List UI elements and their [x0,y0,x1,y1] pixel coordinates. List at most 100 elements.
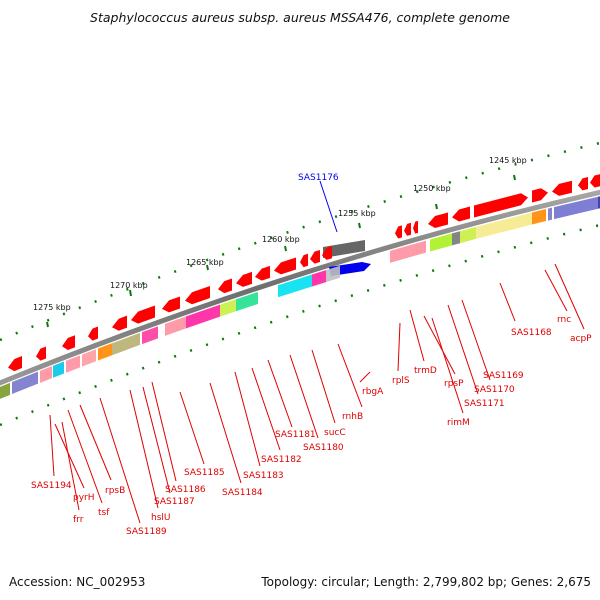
gene-arrow [162,296,180,313]
gene-label: rnc [557,315,571,325]
accession-label: Accession: NC_002953 [9,575,146,589]
feature-bar [12,371,38,395]
feature-bar [142,326,158,345]
gene-label: SAS1181 [275,430,316,440]
scale-label: 1265 kbp [186,258,224,267]
gene-leader-line [251,367,281,451]
gene-arrow-track [8,174,600,372]
gene-leader-line [151,381,177,482]
lower-scale-dotted-line [0,223,600,427]
feature-bar [278,274,312,298]
gene-label: SAS1185 [184,468,225,478]
feature-bar [165,316,186,336]
scale-label: 1245 kbp [489,156,527,165]
gene-arrow [590,174,600,188]
scale-label: 1250 kbp [413,184,451,193]
gene-arrow [532,188,548,203]
feature-bar [390,247,400,263]
gene-arrow [36,346,46,361]
gene-leader-line [142,386,171,494]
gene-label: hslU [151,513,170,523]
gene-label: SAS1183 [243,471,284,481]
gene-label: SAS1169 [483,371,524,381]
gene-label: SAS1186 [165,485,206,495]
gene-label: SAS1184 [222,488,263,498]
gene-arrow [404,222,411,236]
gene-leader-line [49,414,55,477]
scale-label: 1270 kbp [110,281,148,290]
gene-leader-line [267,359,293,428]
gene-label: SAS1170 [474,385,515,395]
gene-label: frr [73,515,84,525]
highlight-gene-grey-bar [323,240,365,258]
gene-leader-line [461,299,491,381]
gene-arrow [62,335,75,351]
gene-leader-lines [49,263,585,524]
feature-bar [66,355,80,373]
feature-bar [82,349,96,367]
gene-label: sucC [324,428,346,438]
gene-arrow [452,206,470,222]
gene-label: trmD [414,366,437,376]
feature-bar [98,343,112,361]
gene-arrow [88,326,98,341]
highlight-leader-line [319,180,338,233]
gene-leader-line [359,371,371,383]
gene-label: SAS1194 [31,481,72,491]
gene-leader-line [99,397,141,524]
feature-bar [326,265,340,283]
feature-bar [220,299,236,317]
gene-leader-line [209,382,242,484]
feature-bar [410,240,426,258]
gene-leader-line [79,404,112,481]
feature-bar [430,233,452,252]
gene-arrow [218,278,232,294]
gene-label: rimM [447,418,470,428]
gene-leader-line [544,269,568,312]
feature-bar [112,332,140,356]
gene-leader-line [54,423,85,489]
gene-leader-line [554,263,585,330]
feature-bar [186,304,220,329]
gene-label: SAS1171 [464,399,505,409]
gene-label: rnhB [342,412,363,422]
gene-arrow [395,225,402,239]
scale-dotted-line [0,141,600,342]
gene-label: tsf [98,508,110,518]
feature-bar [548,207,552,221]
gene-label: SAS1187 [154,497,195,507]
feature-bar [476,212,532,239]
gene-leader-line [179,391,205,465]
gene-arrow [112,315,127,331]
gene-label: acpP [570,334,592,344]
gene-label: pyrH [73,493,95,503]
genome-title: Staphylococcus aureus subsp. aureus MSSA… [90,10,510,25]
gene-arrow [274,257,296,275]
feature-bar [554,196,598,220]
gene-leader-line [409,309,425,362]
gene-leader-line [431,317,464,414]
gene-arrow [185,286,210,305]
gene-arrow [413,220,418,234]
gene-arrow [428,212,448,229]
gene-arrow [236,271,252,287]
gene-label: SAS1182 [261,455,302,465]
gene-label: SAS1180 [303,443,344,453]
gene-leader-line [311,349,336,424]
gene-label: rbgA [362,387,384,397]
gene-leader-line [67,409,103,504]
gene-label: rplS [392,376,410,386]
feature-bar [452,231,460,246]
topology-summary: Topology: circular; Length: 2,799,802 bp… [261,575,591,589]
scale-label: 1255 kbp [338,209,376,218]
feature-bar [460,226,476,244]
feature-bar [53,361,64,378]
genome-backbone [0,189,600,386]
gene-arrow [310,249,320,264]
gene-leader-line [61,421,80,511]
gene-label: SAS1168 [511,328,552,338]
gene-label: SAS1189 [126,527,167,537]
gene-arrow [474,193,528,218]
